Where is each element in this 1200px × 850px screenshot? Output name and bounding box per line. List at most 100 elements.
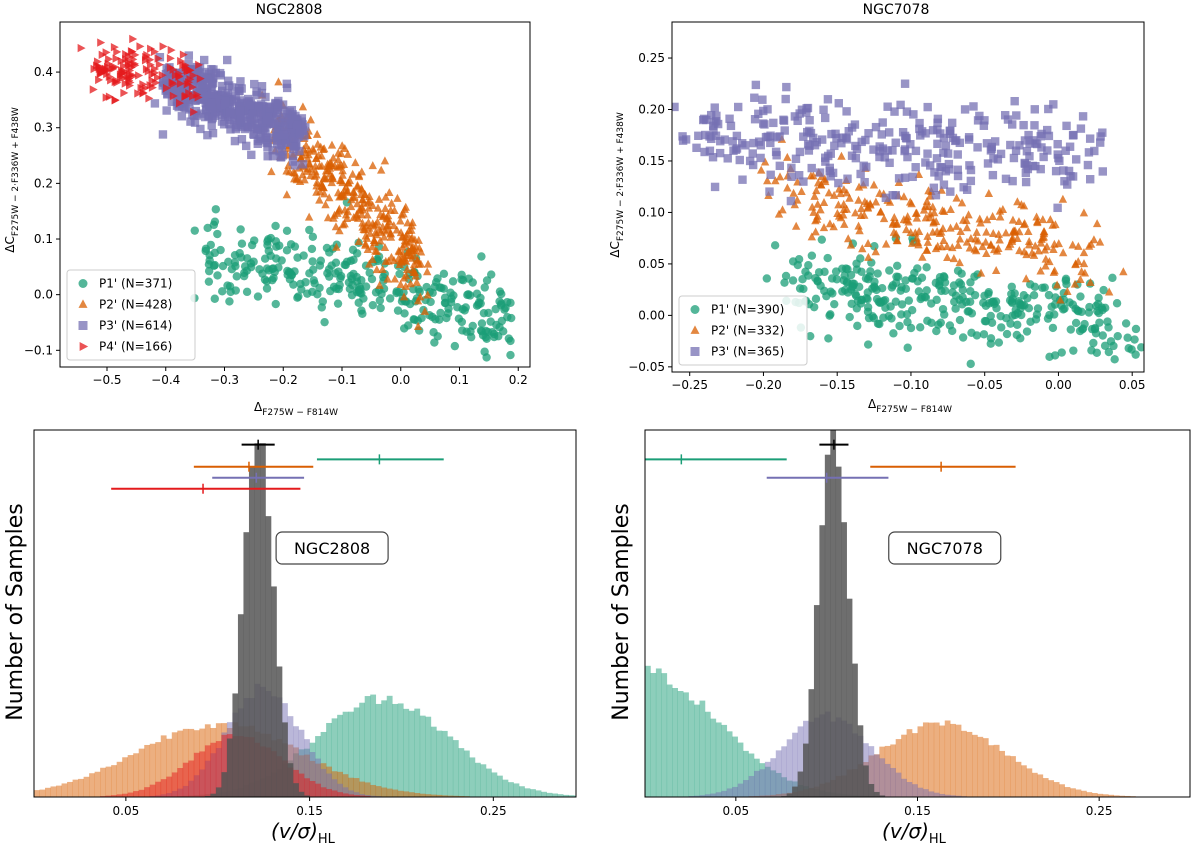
data-point — [237, 135, 247, 144]
data-point — [184, 59, 193, 69]
data-point — [802, 104, 811, 113]
data-point — [856, 169, 865, 179]
histogram-bar — [988, 745, 995, 797]
data-point — [416, 259, 426, 268]
data-point — [264, 108, 273, 118]
data-point — [923, 102, 932, 112]
panel-label-box: NGC7078 — [888, 531, 1002, 565]
data-point — [1103, 317, 1112, 326]
data-point — [856, 211, 866, 220]
data-point — [406, 251, 415, 260]
data-point — [371, 288, 381, 297]
histogram-bar — [786, 739, 793, 797]
data-point — [754, 109, 763, 119]
histogram-bar — [436, 730, 443, 797]
data-point — [832, 134, 841, 143]
data-point — [1028, 161, 1038, 171]
data-point — [981, 237, 990, 246]
data-point — [1054, 153, 1063, 163]
data-point — [1044, 104, 1053, 114]
histogram-bar — [171, 772, 178, 797]
data-point — [253, 139, 262, 149]
data-point — [196, 74, 205, 83]
data-point — [120, 88, 129, 98]
data-point — [344, 278, 354, 287]
data-point — [976, 268, 986, 277]
data-point — [395, 269, 404, 279]
data-point — [806, 171, 816, 180]
data-point — [978, 242, 987, 251]
data-point — [189, 92, 198, 101]
data-point — [444, 304, 453, 313]
data-point — [840, 219, 849, 228]
data-point — [407, 225, 416, 234]
histogram-bar — [557, 794, 564, 797]
data-point — [225, 107, 235, 117]
data-point — [390, 205, 399, 214]
data-point — [400, 236, 410, 245]
data-point — [354, 236, 363, 245]
data-point — [989, 228, 998, 237]
data-point — [1040, 227, 1049, 236]
data-point — [851, 208, 860, 217]
data-point — [1042, 125, 1052, 135]
label-text: NGC7078 — [907, 539, 983, 558]
histogram-bar — [841, 522, 847, 797]
x-tick-label: −0.2 — [269, 373, 298, 387]
data-point — [336, 271, 346, 281]
data-point — [1008, 215, 1018, 224]
data-point — [376, 227, 386, 236]
data-point — [1030, 105, 1039, 114]
data-point — [184, 51, 194, 60]
data-point — [988, 170, 998, 180]
histogram-bar — [133, 753, 140, 797]
data-point — [1060, 304, 1069, 313]
data-point — [1038, 215, 1048, 224]
data-point — [274, 77, 283, 86]
data-point — [749, 138, 758, 148]
data-point — [331, 222, 341, 231]
data-point — [774, 209, 784, 218]
data-point — [204, 111, 214, 121]
data-point — [763, 105, 772, 114]
data-point — [433, 274, 442, 283]
data-point — [750, 93, 759, 102]
x-tick-label: 0.15 — [904, 804, 931, 818]
data-point — [393, 193, 402, 202]
data-point — [967, 309, 977, 318]
x-tick-label: 0.05 — [1119, 378, 1146, 392]
data-point — [976, 218, 985, 227]
data-point — [900, 79, 910, 88]
histogram-bar — [419, 793, 426, 797]
histogram-bar — [94, 771, 101, 797]
data-point — [442, 313, 451, 323]
histogram-bar — [304, 778, 310, 797]
histogram-bar — [715, 792, 722, 797]
data-point — [177, 56, 186, 66]
data-point — [1053, 139, 1062, 149]
data-point — [338, 170, 347, 179]
label-text: NGC2808 — [294, 539, 370, 558]
data-point — [1010, 96, 1019, 106]
data-point — [376, 210, 385, 219]
data-point — [888, 219, 898, 228]
data-point — [905, 197, 915, 206]
data-point — [939, 133, 949, 143]
legend-marker — [690, 347, 700, 356]
data-point — [735, 155, 744, 165]
histogram-bar — [699, 795, 706, 797]
histogram-bar — [254, 443, 261, 797]
data-point — [488, 327, 497, 337]
histogram-bar — [524, 788, 531, 797]
data-point — [480, 283, 489, 292]
data-point — [903, 317, 912, 327]
data-point — [797, 187, 806, 196]
data-point — [1030, 121, 1039, 130]
data-point — [381, 256, 391, 265]
data-point — [415, 287, 424, 297]
y-tick-label: 0.1 — [34, 232, 53, 246]
data-point — [904, 296, 914, 305]
data-point — [953, 171, 963, 181]
data-point — [450, 341, 460, 351]
histogram-bar — [271, 586, 277, 797]
